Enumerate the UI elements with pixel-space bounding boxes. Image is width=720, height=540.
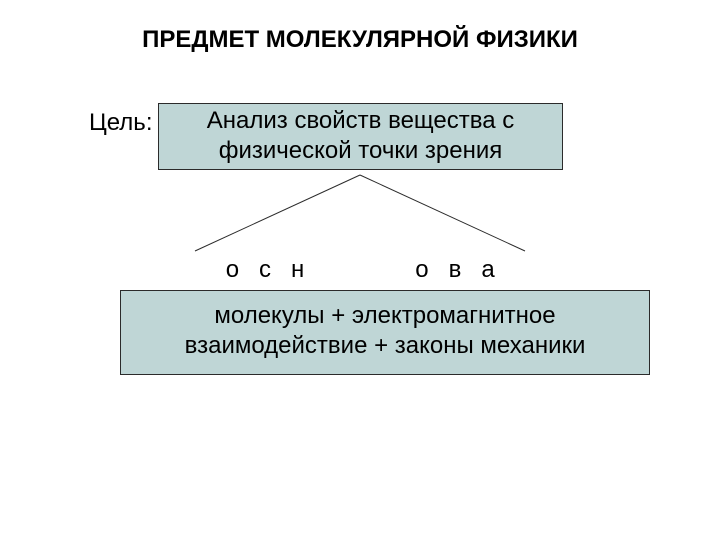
bottom-line2: взаимодействие + законы механики	[121, 331, 649, 361]
middle-label-left: о с н	[190, 256, 340, 284]
goal-box: Анализ свойств вещества с физической точ…	[158, 103, 563, 170]
diagram-title: ПРЕДМЕТ МОЛЕКУЛЯРНОЙ ФИЗИКИ	[0, 26, 720, 54]
bottom-line1: молекулы + электромагнитное	[121, 301, 649, 331]
connector-lines	[193, 173, 527, 253]
middle-label-right: о в а	[380, 256, 530, 284]
connector-right	[360, 175, 525, 251]
goal-line1: Анализ свойств вещества с	[159, 106, 562, 136]
goal-line2: физической точки зрения	[159, 136, 562, 166]
goal-label: Цель:	[89, 109, 152, 137]
bottom-box: молекулы + электромагнитное взаимодейств…	[120, 290, 650, 375]
connector-left	[195, 175, 360, 251]
